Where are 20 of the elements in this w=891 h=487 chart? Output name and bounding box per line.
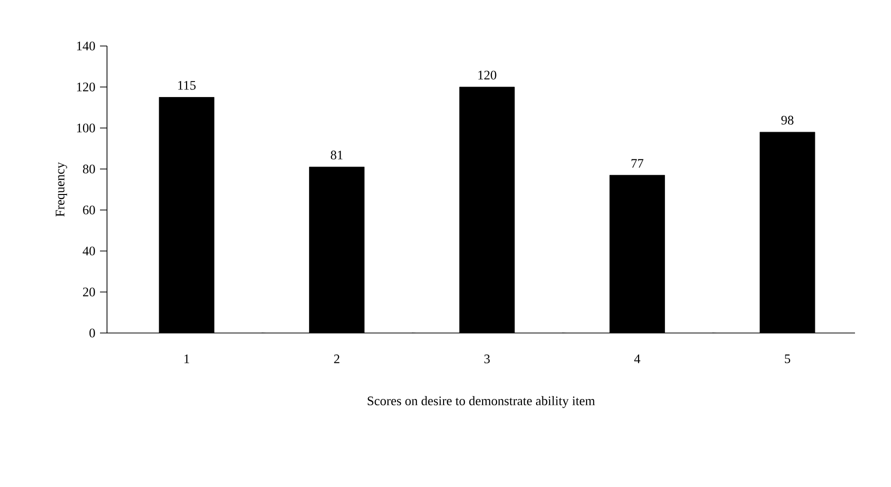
x-axis-title: Scores on desire to demonstrate ability item [368,396,595,408]
y-axis-title: Frequency [56,162,68,217]
data-label: 120 [478,70,496,80]
y-tick-label: 140 [77,42,95,50]
x-tick-label: 3 [484,354,490,364]
data-label: 77 [632,159,644,168]
y-tick-label: 60 [83,206,95,214]
x-tick-label: 5 [784,354,790,364]
x-tick-label: 4 [634,354,640,364]
y-tick-label: 100 [77,124,95,132]
x-tick-label: 2 [334,354,340,364]
data-label: 98 [781,116,794,125]
y-tick-label: 80 [82,164,95,174]
y-tick-label: 20 [83,288,95,296]
y-tick-label: 40 [82,246,95,256]
y-tick-label: 0 [89,328,95,338]
y-tick-label: 120 [77,82,95,92]
data-label: 115 [178,81,196,90]
x-tick-label: 1 [184,354,190,364]
data-label: 81 [330,150,343,160]
